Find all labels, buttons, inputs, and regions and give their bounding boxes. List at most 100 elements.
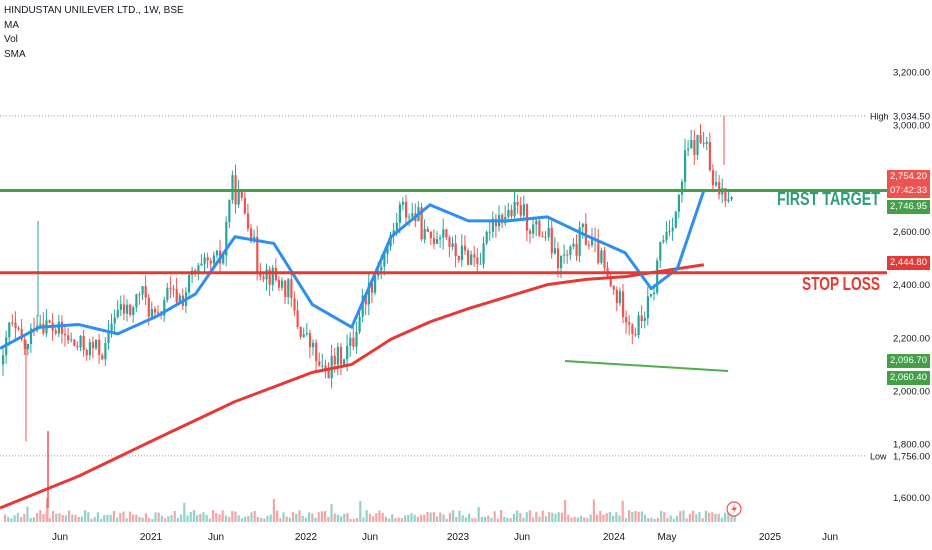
candle-body [432,238,436,244]
trend-line[interactable] [564,360,729,372]
candle-body [730,197,733,200]
volume-bar [522,517,525,522]
volume-bar [618,515,621,522]
candle-body [550,227,553,254]
volume-bar [250,512,253,522]
volume-bar [388,518,391,522]
volume-bar [407,514,410,522]
first-target-label: FIRST TARGET [777,189,880,209]
indicator-ma[interactable]: MA [4,19,19,31]
candle-body [157,312,160,314]
volume-bar [672,518,675,522]
candle-body [386,246,389,255]
volume-bar [503,516,506,522]
volume-bar [695,514,698,522]
volume-bar [196,515,199,522]
volume-bar [669,515,672,522]
candle-body [439,237,442,240]
candle-body [271,267,274,285]
volume-bar [224,515,227,522]
candle-body [284,280,287,298]
candle-body [696,135,699,155]
indicator-vol[interactable]: Vol [4,34,18,45]
candle-body [333,355,336,365]
price-tick-label: 2,200.00 [893,333,930,344]
volume-bar [132,514,135,522]
candle-body [609,276,612,287]
symbol-title[interactable]: HINDUSTAN UNILEVER LTD., 1W, BSE [4,5,184,16]
last-price-tag: 2,754.20 [887,170,930,184]
volume-bar [666,517,669,522]
volume-bar [663,512,666,522]
volume-bar [576,517,579,522]
candle-body [529,230,532,234]
volume-bar [192,510,195,522]
candle-body [212,255,215,264]
candle-body [693,140,696,155]
volume-bar [573,516,576,522]
volume-bar [112,510,115,522]
volume-bar [548,512,551,522]
candle-body [522,204,525,216]
candle-body [383,254,386,267]
volume-bar [304,517,307,522]
green-tag-2: 2,060.40 [887,371,930,385]
volume-bar [727,512,730,522]
indicator-sma[interactable]: SMA [4,48,26,60]
candle-body [392,230,395,235]
candle-body [448,237,451,247]
target-price-tag: 2,746.95 [887,200,930,214]
candle-body [532,224,535,234]
candle-body [473,254,476,258]
candle-body [374,275,377,293]
candle-body [625,317,628,323]
candle-body [327,370,330,379]
candle-body [262,276,265,280]
volume-bar [560,512,563,522]
volume-bar [52,511,55,522]
candle-body [79,335,82,348]
volume-bar [256,516,259,522]
candle-body [408,216,411,218]
price-tick-label: 3,200.00 [893,67,930,78]
candle-body [67,335,70,341]
candle-body [662,240,665,242]
volume-bar [717,513,720,522]
volume-bar [324,511,327,522]
time-axis-label: 2024 [603,532,626,543]
volume-bar [346,513,349,522]
volume-bar [237,515,240,522]
volume-bar [317,512,320,522]
volume-bar [676,515,679,522]
candle-body [618,291,622,303]
volume-bar [480,516,483,522]
candle-body [591,239,594,246]
volume-bar [68,510,71,522]
volume-bar [295,513,298,522]
candle-body [339,346,343,365]
candle-body [535,220,538,225]
candle-body [312,342,315,348]
candle-body [287,279,290,298]
candle-body [8,322,11,338]
candle-body [587,244,591,246]
low-label: Low [870,451,887,461]
candle-body [603,250,606,268]
candle-body [153,308,157,313]
volume-bar [125,518,128,522]
candle-body [615,289,618,303]
candle-body [677,194,680,212]
price-tick-label: 1,800.00 [893,440,930,451]
volume-bar [557,512,560,522]
candle-body [656,260,659,293]
candle-body [423,228,426,240]
candle-body [268,269,271,285]
volume-bar [352,518,355,522]
candle-body [460,245,463,261]
candle-body [302,334,305,337]
volume-bar [282,512,285,522]
candle-body [200,263,203,266]
candle-body [293,298,296,311]
